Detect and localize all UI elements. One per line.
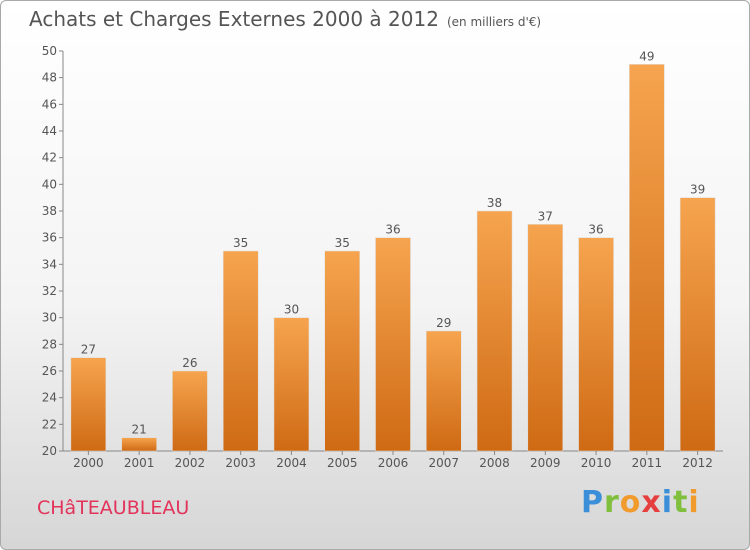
bar-2009 [527, 224, 564, 452]
x-tick-label: 2003 [225, 456, 256, 470]
y-tick-label: 22 [42, 417, 57, 431]
x-tick-label: 2001 [124, 456, 155, 470]
bar-value-label: 39 [690, 183, 705, 197]
y-tick-label: 32 [42, 284, 57, 298]
bar-2006 [375, 237, 411, 452]
logo-letter: i [688, 485, 700, 520]
bar-2012 [679, 197, 716, 452]
y-tick-label: 44 [42, 124, 57, 138]
bar-2000 [70, 357, 107, 452]
logo-letter: P [581, 485, 604, 520]
x-tick-label: 2004 [276, 456, 307, 470]
bar-value-label: 27 [81, 343, 96, 357]
logo-letter: i [661, 485, 674, 520]
logo-letter: r [604, 485, 620, 520]
bar-2004 [273, 317, 310, 452]
x-tick-label: 2011 [632, 456, 663, 470]
bar-2007 [426, 330, 462, 452]
bar-value-label: 36 [385, 223, 400, 237]
y-tick-label: 20 [42, 444, 57, 458]
x-tick-label: 2006 [378, 456, 409, 470]
bar-2001 [121, 437, 157, 452]
town-name: CHâTEAUBLEAU [37, 497, 190, 519]
bar-2002 [172, 370, 208, 452]
bar-value-label: 35 [335, 236, 350, 250]
bar-value-label: 30 [284, 303, 299, 317]
chart-title-block: Achats et Charges Externes 2000 à 2012 (e… [29, 7, 541, 31]
bar-value-label: 21 [132, 423, 147, 437]
proxiti-logo: Proxiti [581, 485, 700, 520]
x-tick-label: 2002 [175, 456, 206, 470]
y-tick-label: 34 [42, 257, 57, 271]
y-tick-label: 46 [42, 97, 57, 111]
chart-title: Achats et Charges Externes 2000 à 2012 [29, 7, 439, 31]
bar-value-label: 49 [639, 49, 654, 63]
y-tick-label: 30 [42, 311, 57, 325]
y-tick-label: 48 [42, 71, 57, 85]
x-tick-label: 2009 [530, 456, 561, 470]
logo-letter: x [641, 485, 662, 520]
y-tick-label: 26 [42, 364, 57, 378]
bar-value-label: 37 [538, 209, 553, 223]
chart-subtitle: (en milliers d'€) [446, 15, 542, 29]
y-tick-label: 42 [42, 151, 57, 165]
bar-2011 [629, 64, 665, 452]
bar-2010 [578, 237, 614, 452]
bar-value-label: 38 [487, 196, 502, 210]
x-tick-label: 2007 [428, 456, 459, 470]
bar-value-label: 26 [182, 356, 197, 370]
y-tick-label: 36 [42, 231, 57, 245]
x-tick-label: 2005 [327, 456, 358, 470]
y-tick-label: 38 [42, 204, 57, 218]
bar-2005 [324, 250, 360, 452]
logo-letter: t [673, 485, 689, 520]
bar-value-label: 35 [233, 236, 248, 250]
y-tick-label: 28 [42, 337, 57, 351]
x-tick-label: 2012 [682, 456, 713, 470]
x-tick-label: 2010 [581, 456, 612, 470]
y-tick-label: 50 [42, 44, 57, 58]
x-tick-label: 2008 [479, 456, 510, 470]
x-tick-label: 2000 [73, 456, 104, 470]
bar-2008 [476, 210, 513, 452]
bar-2003 [222, 250, 259, 452]
y-tick-label: 24 [42, 391, 57, 405]
logo-letter: o [619, 485, 642, 520]
bar-value-label: 29 [436, 316, 451, 330]
y-tick-label: 40 [42, 177, 57, 191]
bar-value-label: 36 [588, 223, 603, 237]
